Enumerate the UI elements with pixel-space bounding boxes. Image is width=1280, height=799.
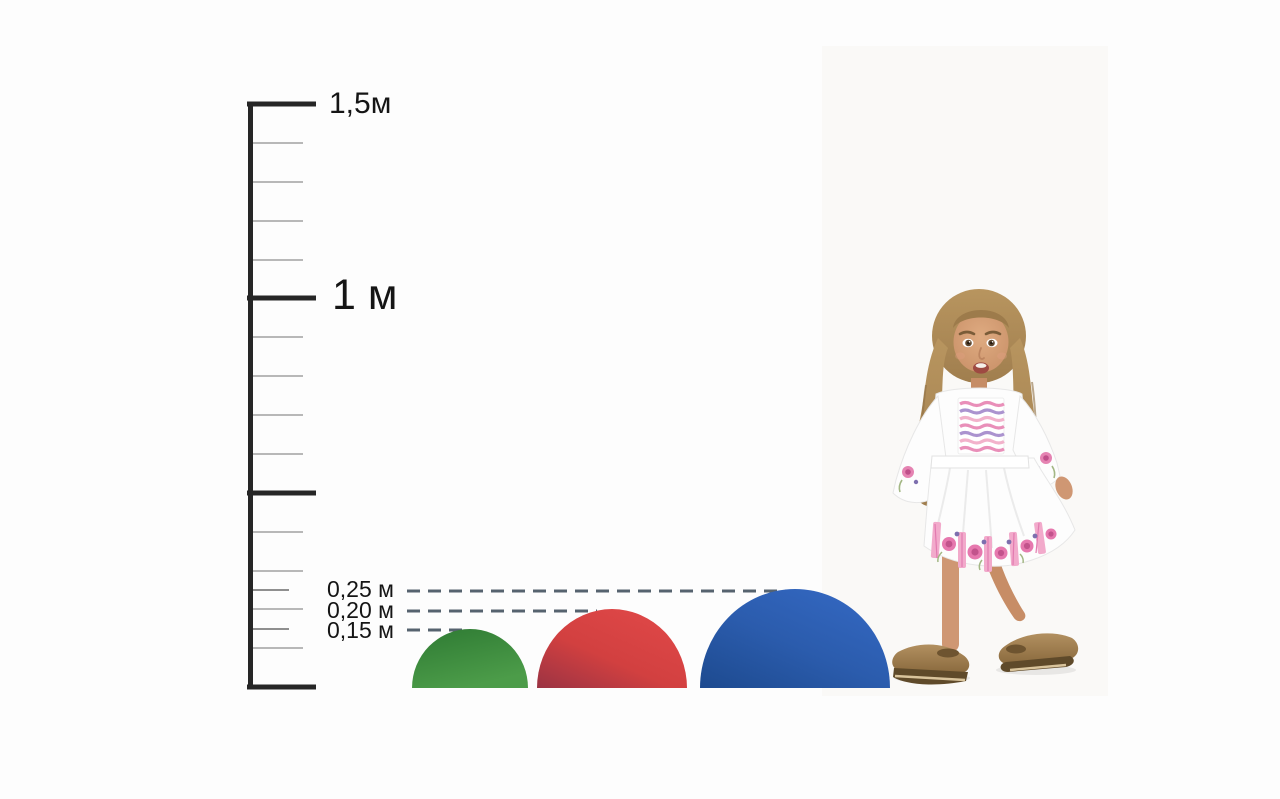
green-dome (412, 629, 528, 688)
guide-lines (407, 589, 786, 632)
ruler-major-ticks (247, 101, 316, 690)
ruler-label-1m: 1 м (332, 271, 398, 319)
dress-waistband (930, 455, 1030, 469)
dress-yoke (957, 397, 1005, 455)
domes (412, 589, 890, 688)
child-right-hand (1055, 476, 1073, 500)
red-dome (537, 609, 687, 688)
guide-label-0-25m: 0,25 м (327, 576, 394, 602)
ruler-minor-ticks (253, 142, 303, 649)
blue-dome (700, 589, 890, 688)
height-ruler (247, 101, 316, 690)
child-face (953, 310, 1009, 374)
left-clog (892, 644, 970, 685)
hem-flowers (937, 528, 1057, 571)
child-clogs (892, 633, 1079, 685)
hair-fringe (953, 310, 1009, 328)
guide-label-0-20m: 0,20 м (327, 597, 394, 623)
right-clog (998, 633, 1079, 672)
ruler-label-1-5m: 1,5м (329, 87, 392, 120)
child-figure (892, 289, 1079, 685)
guide-label-0-15m: 0,15 м (327, 617, 394, 643)
hem-embroidery (930, 521, 1057, 572)
